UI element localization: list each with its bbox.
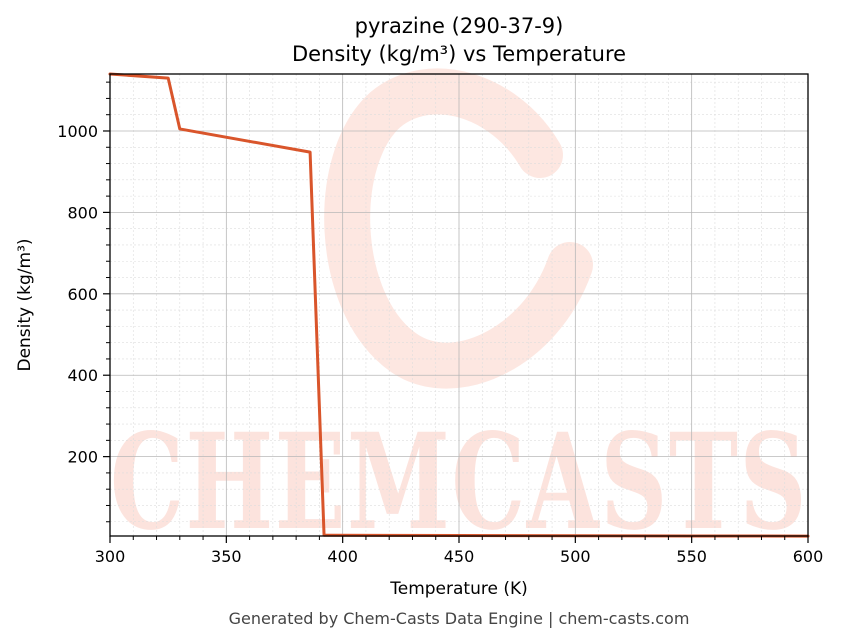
x-tick-label: 400 xyxy=(327,547,358,566)
x-tick-label: 450 xyxy=(444,547,475,566)
y-tick-label: 200 xyxy=(67,448,98,467)
watermark-logo xyxy=(324,68,593,389)
x-tick-label: 300 xyxy=(95,547,126,566)
x-tick-label: 550 xyxy=(676,547,707,566)
x-axis: 300 350 400 450 500 550 600 xyxy=(95,536,824,566)
x-tick-label: 500 xyxy=(560,547,591,566)
x-tick-label: 600 xyxy=(793,547,824,566)
chart-subtitle: Density (kg/m³) vs Temperature xyxy=(292,42,626,66)
y-tick-label: 1000 xyxy=(57,122,98,141)
y-axis: 200 400 600 800 1000 xyxy=(57,81,110,523)
y-tick-label: 600 xyxy=(67,285,98,304)
y-tick-label: 400 xyxy=(67,366,98,385)
x-tick-label: 350 xyxy=(211,547,242,566)
footer-credit: Generated by Chem-Casts Data Engine | ch… xyxy=(229,609,690,628)
x-axis-label: Temperature (K) xyxy=(389,579,528,599)
y-axis-label: Density (kg/m³) xyxy=(15,238,35,371)
chart-title: pyrazine (290-37-9) xyxy=(355,14,564,38)
y-tick-label: 800 xyxy=(67,203,98,222)
